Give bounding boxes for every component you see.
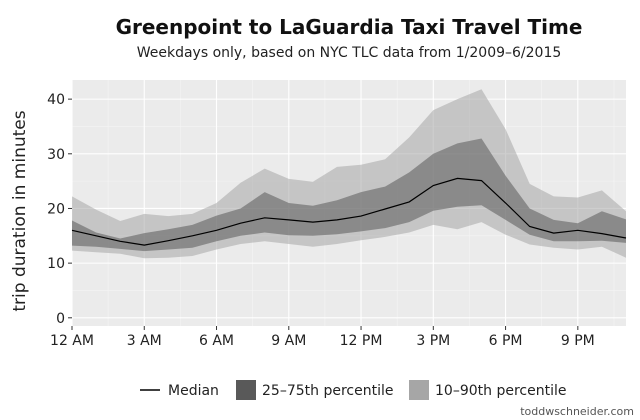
legend-swatch-p10-p90	[409, 380, 429, 400]
y-axis-ticks: 0 10 20 30 40	[47, 92, 72, 327]
y-axis-label: trip duration in minutes	[10, 110, 30, 311]
x-tick-label: 12 AM	[50, 333, 94, 349]
chart-subtitle: Weekdays only, based on NYC TLC data fro…	[137, 45, 562, 61]
chart-title: Greenpoint to LaGuardia Taxi Travel Time	[116, 15, 583, 39]
legend: Median 25–75th percentile 10–90th percen…	[140, 380, 566, 400]
x-tick-label: 9 AM	[271, 333, 306, 349]
median-line-layer	[71, 177, 627, 246]
legend-item-median: Median	[140, 383, 219, 399]
legend-label-median: Median	[168, 383, 219, 399]
y-tick-label: 20	[47, 201, 65, 217]
y-tick-label: 30	[47, 147, 65, 163]
y-tick-label: 0	[56, 311, 65, 327]
legend-swatch-iqr	[236, 380, 256, 400]
y-tick-label: 40	[47, 92, 65, 108]
x-tick-label: 6 PM	[489, 333, 523, 349]
band-p10-p90	[72, 89, 626, 259]
y-tick-label: 10	[47, 256, 65, 272]
x-tick-label: 6 AM	[199, 333, 234, 349]
band-iqr	[72, 138, 626, 252]
x-axis-ticks: 12 AM 3 AM 6 AM 9 AM 12 PM 3 PM 6 PM 9 PM	[50, 326, 595, 349]
x-tick-label: 3 AM	[127, 333, 162, 349]
legend-item-p10-p90: 10–90th percentile	[409, 380, 566, 400]
x-tick-label: 12 PM	[340, 333, 383, 349]
legend-label-iqr: 25–75th percentile	[262, 383, 393, 399]
x-tick-label: 3 PM	[416, 333, 450, 349]
credit-text: toddwschneider.com	[520, 405, 634, 418]
percentile-bands	[72, 89, 626, 259]
legend-item-iqr: 25–75th percentile	[236, 380, 393, 400]
median-line	[71, 177, 627, 246]
x-tick-label: 9 PM	[561, 333, 595, 349]
legend-label-p10-p90: 10–90th percentile	[435, 383, 566, 399]
